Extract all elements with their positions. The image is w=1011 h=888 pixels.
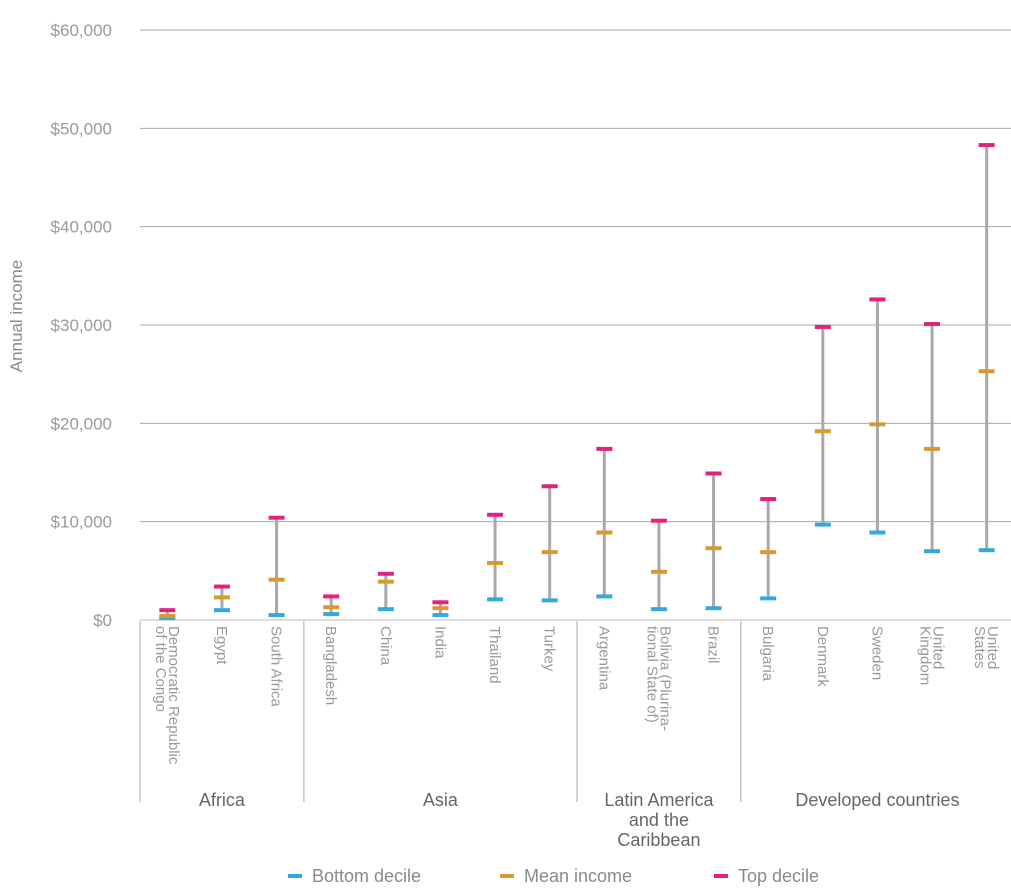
top-decile-marker	[596, 446, 613, 451]
category-label: Sweden	[868, 626, 885, 680]
bottom-decile-marker	[432, 613, 449, 618]
category-labels: Democratic Republicof the Congo Egypt Sout…	[152, 626, 1001, 765]
legend-label: Mean income	[524, 866, 632, 886]
y-tick-label: $60,000	[51, 21, 112, 40]
mean-income-marker	[814, 429, 831, 434]
category-label: Egypt	[213, 626, 230, 665]
category-label: UnitedStates	[971, 626, 1001, 669]
y-tick-label: $30,000	[51, 316, 112, 335]
mean-income-marker	[760, 550, 777, 555]
mean-income-marker	[432, 606, 449, 611]
mean-income-marker	[978, 369, 995, 374]
top-decile-marker	[432, 600, 449, 605]
group-label: Latin America and the Caribbean	[604, 790, 714, 850]
y-axis-label: Annual income	[7, 260, 26, 372]
legend-label: Bottom decile	[312, 866, 421, 886]
category-label: Brazil	[705, 626, 722, 664]
top-decile-marker	[487, 512, 504, 517]
top-decile-marker	[814, 324, 831, 329]
category-label: Argentina	[595, 626, 612, 691]
legend-label: Top decile	[738, 866, 819, 886]
region-groups: Africa Asia Latin America and the Caribbean D…	[139, 621, 959, 850]
top-decile-marker	[541, 484, 558, 489]
category-label: UnitedKingdom	[917, 626, 947, 685]
top-decile-marker	[377, 571, 394, 576]
bottom-decile-marker	[213, 608, 230, 613]
category-label: Democratic Republicof the Congo	[152, 626, 182, 765]
category-label: Bangladesh	[322, 626, 339, 705]
legend: Bottom decile Mean income Top decile	[288, 866, 819, 886]
y-tick-label: $0	[93, 611, 112, 630]
top-decile-marker	[760, 497, 777, 502]
top-decile-marker	[705, 471, 722, 476]
category-label: India	[431, 626, 448, 659]
mean-income-marker	[323, 605, 340, 610]
gridlines	[140, 29, 1011, 621]
top-decile-marker	[924, 322, 941, 327]
group-label: Developed countries	[795, 790, 959, 810]
bottom-decile-marker	[705, 606, 722, 611]
mean-income-marker	[869, 422, 886, 427]
category-label: Thailand	[486, 626, 503, 684]
category-label: Denmark	[814, 626, 831, 687]
category-label: Turkey	[541, 626, 558, 672]
top-decile-marker	[268, 515, 285, 520]
category-label: China	[377, 626, 394, 666]
top-decile-marker	[869, 297, 886, 302]
y-tick-label: $20,000	[51, 414, 112, 433]
top-decile-marker	[978, 143, 995, 148]
group-label: Asia	[423, 790, 459, 810]
mean-income-marker	[487, 560, 504, 565]
mean-income-marker	[213, 595, 230, 600]
bottom-decile-marker	[268, 613, 285, 618]
y-tick-label: $50,000	[51, 119, 112, 138]
bottom-decile-marker	[814, 522, 831, 527]
bottom-decile-marker	[541, 598, 558, 603]
top-decile-marker	[213, 584, 230, 589]
bottom-decile-marker	[596, 594, 613, 599]
category-label: South Africa	[268, 626, 285, 708]
top-decile-marker	[650, 518, 667, 523]
bottom-decile-marker	[760, 596, 777, 601]
mean-income-marker	[159, 614, 176, 619]
range-bars	[159, 143, 995, 621]
category-label: Bolivia (Plurina-tional State of)	[643, 626, 673, 731]
mean-income-marker	[596, 530, 613, 535]
top-decile-marker	[323, 594, 340, 599]
mean-income-marker	[924, 446, 941, 451]
bottom-decile-marker	[978, 548, 995, 553]
bottom-decile-marker	[323, 612, 340, 617]
bottom-decile-marker	[924, 549, 941, 554]
group-label: Africa	[199, 790, 246, 810]
category-label: Bulgaria	[759, 626, 776, 682]
y-tick-label: $40,000	[51, 218, 112, 237]
y-tick-label: $10,000	[51, 513, 112, 532]
legend-swatch	[714, 874, 728, 878]
mean-income-marker	[541, 550, 558, 555]
bottom-decile-marker	[650, 607, 667, 612]
top-decile-marker	[159, 608, 176, 613]
mean-income-marker	[268, 577, 285, 582]
mean-income-marker	[705, 546, 722, 551]
legend-swatch	[500, 874, 514, 878]
mean-income-marker	[377, 579, 394, 584]
y-axis-tick-labels: $0 $10,000 $20,000 $30,000 $40,000 $50,000 $60…	[51, 21, 112, 630]
bottom-decile-marker	[487, 597, 504, 602]
legend-swatch	[288, 874, 302, 878]
bottom-decile-marker	[377, 607, 394, 612]
bottom-decile-marker	[869, 530, 886, 535]
mean-income-marker	[650, 569, 667, 574]
